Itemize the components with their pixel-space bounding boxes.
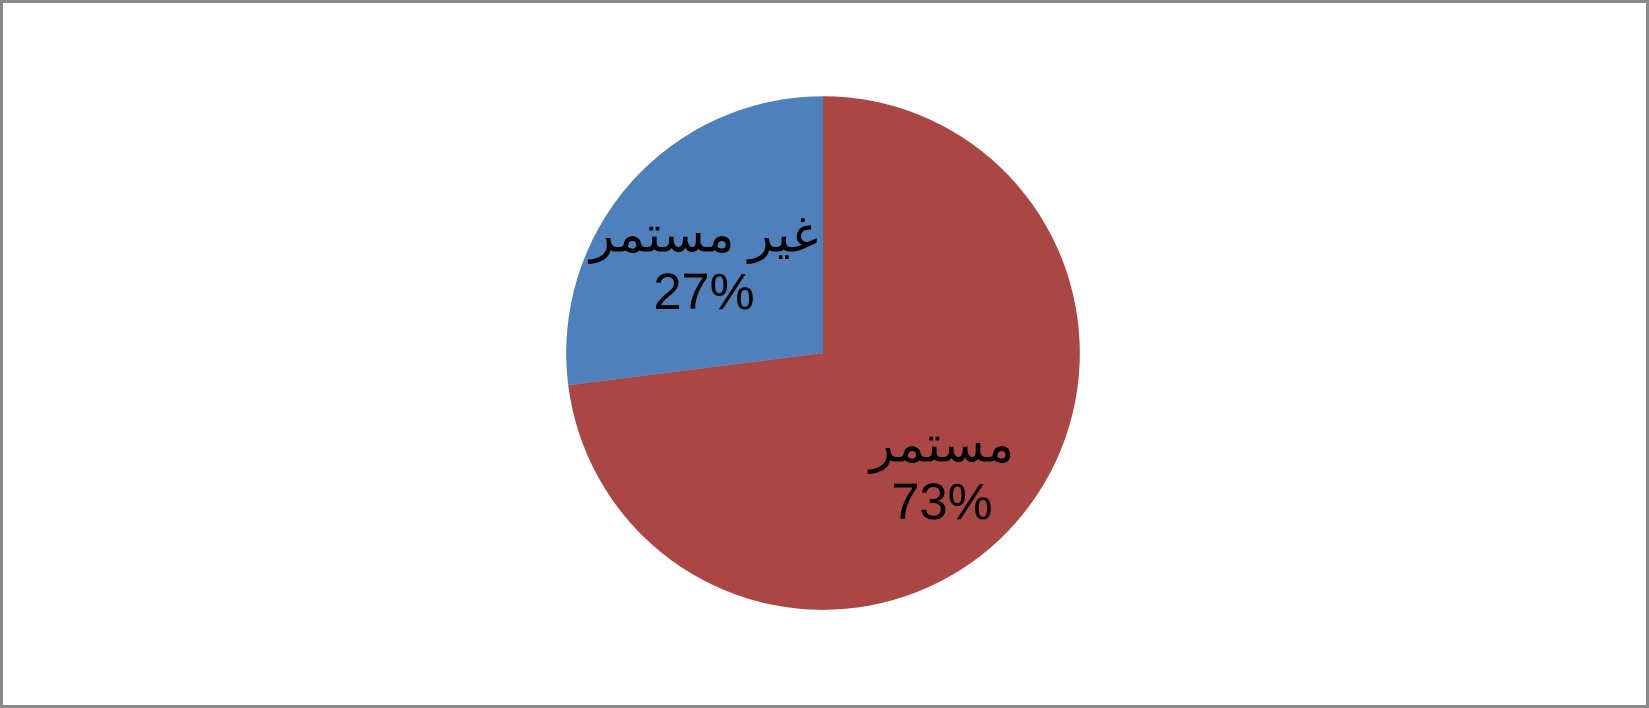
pie-slice-1[interactable] <box>566 96 824 386</box>
pie-slice-0[interactable] <box>568 96 1080 610</box>
